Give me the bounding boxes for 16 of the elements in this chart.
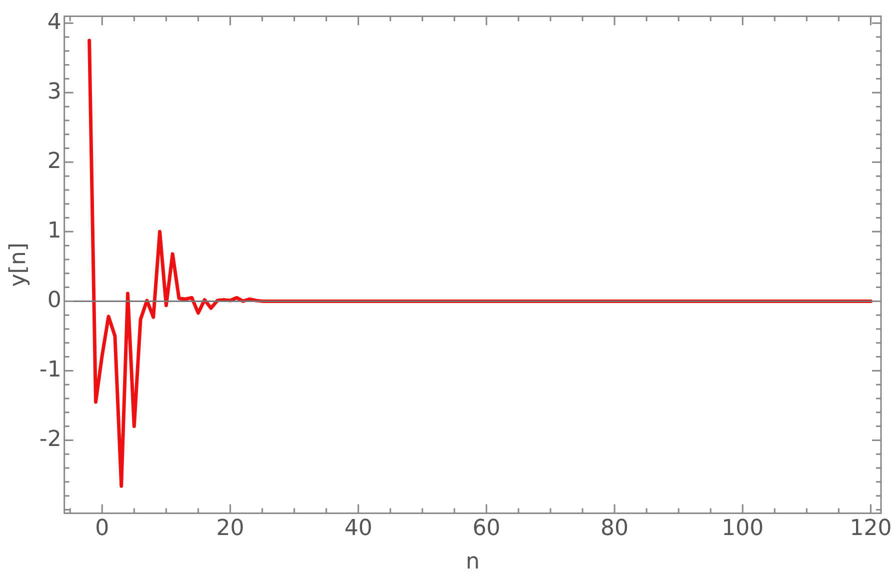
y-tick-label: 0 — [47, 288, 62, 313]
y-tick-label: -1 — [39, 357, 62, 382]
x-tick-label: 0 — [95, 516, 110, 542]
y-tick-label: 4 — [47, 10, 62, 35]
x-tick-label: 80 — [600, 516, 629, 542]
x-tick-label: 60 — [472, 516, 500, 542]
x-axis-title: n — [466, 550, 480, 575]
y-axis-title: y[n] — [6, 242, 31, 287]
x-tick-label: 100 — [722, 516, 764, 542]
y-tick-label: 3 — [47, 79, 62, 104]
y-tick-label: -2 — [39, 426, 62, 452]
y-tick-label: 2 — [47, 148, 62, 174]
x-tick-label: 20 — [216, 516, 244, 542]
x-tick-label: 120 — [850, 516, 892, 542]
x-tick-label: 40 — [344, 516, 372, 542]
y-tick-label: 1 — [47, 218, 62, 244]
